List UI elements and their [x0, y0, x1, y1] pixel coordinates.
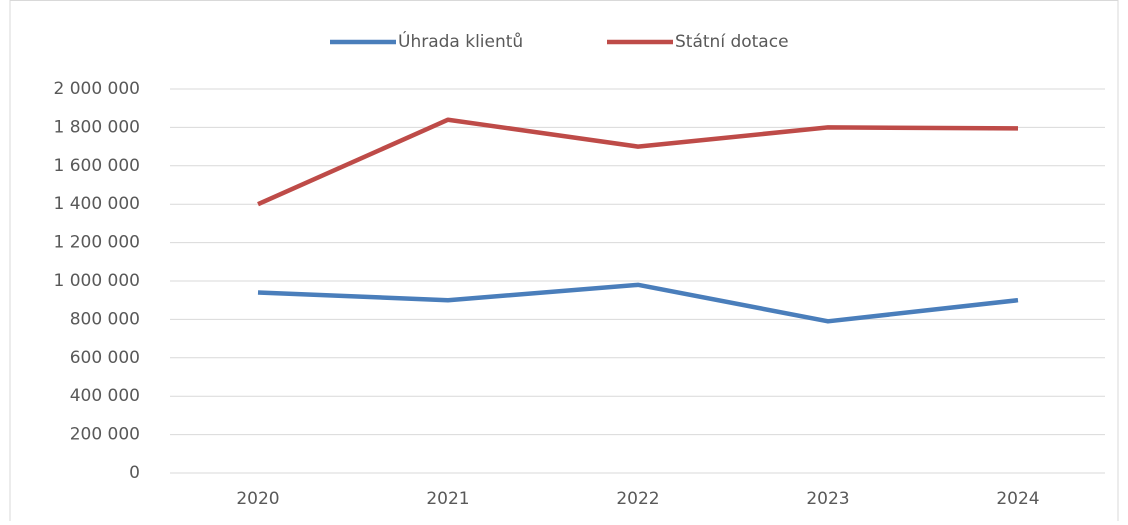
y-tick-label: 200 000 [70, 425, 140, 445]
y-tick-label: 1 400 000 [53, 194, 140, 214]
y-tick-label: 600 000 [70, 348, 140, 368]
x-tick-label: 2022 [616, 489, 659, 509]
legend-label: Státní dotace [675, 32, 789, 52]
x-tick-label: 2021 [426, 489, 469, 509]
y-tick-label: 1 200 000 [53, 233, 140, 253]
y-tick-label: 1 800 000 [53, 117, 140, 137]
x-tick-label: 2023 [806, 489, 849, 509]
legend-label: Úhrada klientů [398, 30, 523, 52]
y-tick-label: 400 000 [70, 386, 140, 406]
y-tick-label: 800 000 [70, 309, 140, 329]
x-tick-label: 2024 [996, 489, 1039, 509]
data-line [257, 117, 1019, 207]
y-tick-label: 2 000 000 [53, 79, 140, 99]
y-tick-label: 1 600 000 [53, 156, 140, 176]
y-tick-label: 1 000 000 [53, 271, 140, 291]
data-line [257, 282, 1019, 324]
chart-frame [9, 0, 1119, 525]
y-tick-label: 0 [129, 463, 140, 483]
x-tick-label: 2020 [236, 489, 279, 509]
